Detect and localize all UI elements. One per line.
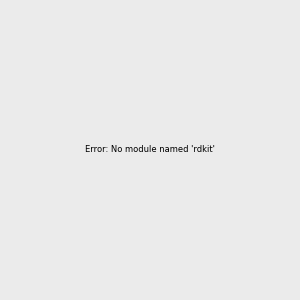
Text: Error: No module named 'rdkit': Error: No module named 'rdkit' (85, 146, 215, 154)
